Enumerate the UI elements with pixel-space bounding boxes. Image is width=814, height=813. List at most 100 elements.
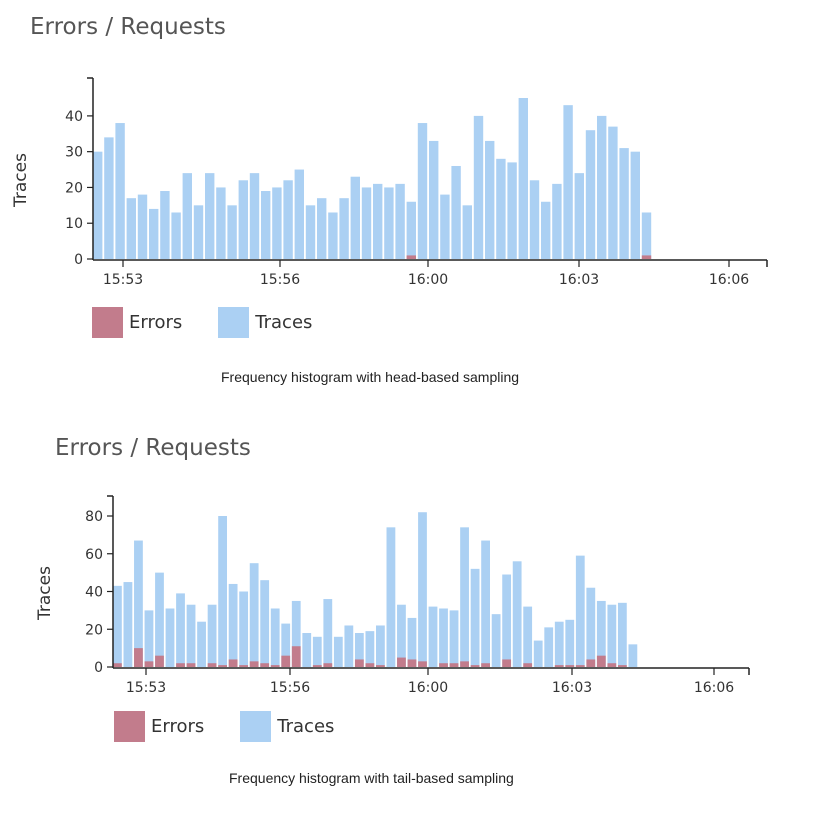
error-bar bbox=[239, 665, 249, 667]
trace-bar bbox=[473, 115, 484, 259]
y-tick-label: 40 bbox=[65, 109, 83, 125]
bars bbox=[93, 98, 652, 260]
trace-bar bbox=[417, 123, 428, 259]
trace-bar bbox=[302, 633, 312, 667]
error-bar bbox=[176, 663, 185, 667]
trace-bar bbox=[137, 194, 148, 259]
error-bar bbox=[113, 663, 122, 667]
y-tick-label: 0 bbox=[74, 252, 83, 268]
error-bar bbox=[207, 663, 217, 667]
trace-bar bbox=[512, 561, 522, 667]
trace-bar bbox=[312, 636, 322, 667]
trace-bar bbox=[361, 187, 372, 259]
trace-bar bbox=[291, 600, 301, 667]
error-bar bbox=[449, 663, 459, 667]
error-bar bbox=[470, 665, 480, 667]
trace-bar bbox=[149, 208, 159, 259]
trace-bar bbox=[397, 604, 406, 667]
trace-bar bbox=[585, 130, 596, 259]
chart-panel-head: Errors / Requests 0 10 20 30 40 15:53 15:56 16:… bbox=[0, 0, 814, 400]
trace-bar bbox=[205, 173, 215, 259]
error-bar bbox=[565, 665, 575, 667]
error-bar bbox=[617, 665, 627, 667]
y-axis-label: Traces bbox=[11, 153, 31, 208]
trace-bar bbox=[575, 555, 585, 667]
histogram-head-based: 0 10 20 30 40 15:53 15:56 16:00 16:03 16:06 Traces bbox=[11, 77, 768, 288]
trace-bar bbox=[449, 610, 459, 668]
x-tick-label: 15:56 bbox=[270, 680, 310, 696]
legend-swatch-traces bbox=[218, 307, 250, 338]
trace-bar bbox=[523, 606, 533, 667]
trace-bar bbox=[171, 212, 181, 259]
y-tick-label: 10 bbox=[65, 216, 83, 232]
trace-bar bbox=[260, 580, 270, 667]
trace-bar bbox=[193, 205, 204, 259]
x-tick-label: 15:56 bbox=[260, 272, 300, 288]
trace-bar bbox=[323, 599, 333, 667]
legend-swatch-errors bbox=[92, 307, 123, 338]
legend-item-errors[interactable]: Errors bbox=[114, 711, 204, 742]
trace-bar bbox=[207, 604, 217, 667]
error-bar bbox=[554, 665, 564, 667]
trace-bar bbox=[294, 169, 304, 259]
trace-bar bbox=[485, 140, 495, 259]
legend-item-traces[interactable]: Traces bbox=[240, 711, 334, 742]
error-bar bbox=[481, 663, 490, 667]
y-tick-label: 80 bbox=[85, 509, 103, 525]
x-tick-label: 16:00 bbox=[408, 680, 448, 696]
y-tick-label: 60 bbox=[85, 547, 103, 563]
trace-bar bbox=[376, 625, 385, 667]
trace-bar bbox=[628, 644, 638, 667]
chart-legend: Errors Traces bbox=[92, 307, 348, 338]
trace-bar bbox=[518, 98, 528, 259]
error-bar bbox=[397, 657, 406, 667]
trace-bar bbox=[126, 198, 136, 259]
error-bar bbox=[376, 665, 385, 667]
x-tick-label: 16:06 bbox=[709, 272, 749, 288]
y-tick-label: 0 bbox=[94, 660, 103, 676]
trace-bar bbox=[104, 137, 114, 259]
legend-item-traces[interactable]: Traces bbox=[218, 307, 312, 338]
trace-bar bbox=[574, 173, 584, 259]
y-tick-label: 40 bbox=[85, 585, 103, 601]
trace-bar bbox=[93, 151, 103, 259]
trace-bar bbox=[552, 183, 562, 259]
x-tick-label: 15:53 bbox=[126, 680, 166, 696]
trace-bar bbox=[407, 617, 417, 667]
trace-bar bbox=[160, 191, 170, 259]
trace-bar bbox=[641, 212, 652, 259]
legend-swatch-traces bbox=[240, 711, 272, 742]
trace-bar bbox=[496, 158, 506, 259]
error-bar bbox=[607, 663, 617, 667]
chart-legend: Errors Traces bbox=[114, 711, 370, 742]
trace-bar bbox=[113, 585, 122, 667]
trace-bar bbox=[261, 191, 271, 259]
trace-bar bbox=[365, 631, 375, 667]
trace-bar bbox=[608, 126, 618, 260]
trace-bar bbox=[197, 621, 206, 667]
y-tick-label: 30 bbox=[65, 145, 83, 161]
trace-bar bbox=[544, 627, 554, 667]
error-bar bbox=[260, 663, 270, 667]
legend-item-errors[interactable]: Errors bbox=[92, 307, 182, 338]
error-bar bbox=[596, 655, 606, 667]
trace-bar bbox=[529, 180, 540, 259]
trace-bar bbox=[533, 640, 543, 667]
error-bar bbox=[502, 659, 512, 667]
chart-caption: Frequency histogram with tail-based samp… bbox=[229, 770, 514, 786]
trace-bar bbox=[418, 512, 427, 667]
error-bar bbox=[460, 661, 469, 667]
x-tick-label: 16:03 bbox=[559, 272, 599, 288]
trace-bar bbox=[470, 568, 480, 667]
trace-bar bbox=[272, 187, 282, 259]
chart-title: Errors / Requests bbox=[55, 435, 251, 461]
error-bar bbox=[641, 255, 652, 259]
trace-bar bbox=[384, 187, 394, 259]
error-bar bbox=[249, 661, 259, 667]
error-bar bbox=[155, 655, 164, 667]
trace-bar bbox=[354, 633, 364, 667]
x-tick-label: 15:53 bbox=[103, 272, 143, 288]
trace-bar bbox=[541, 201, 551, 259]
trace-bar bbox=[491, 614, 501, 667]
